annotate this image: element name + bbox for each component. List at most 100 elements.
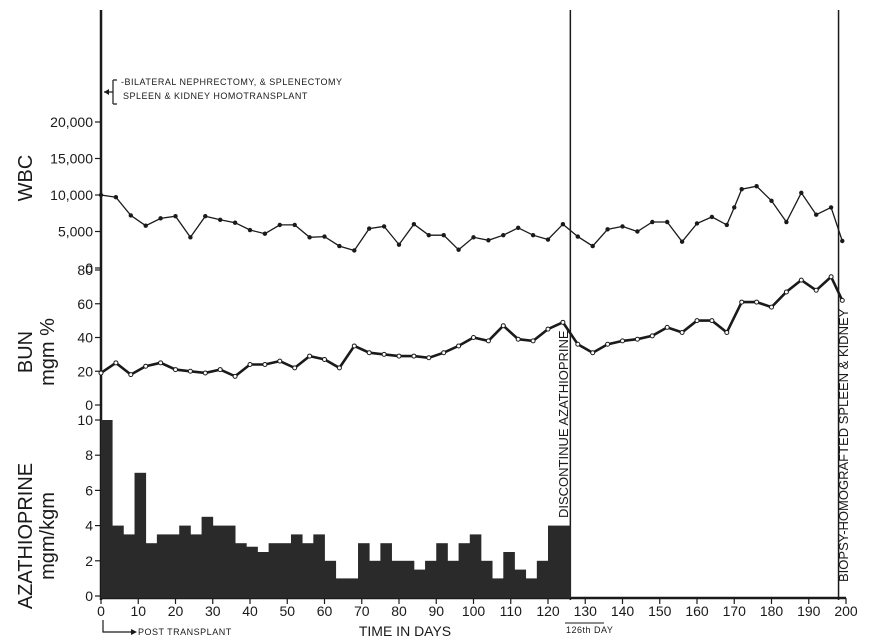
wbc-data-point — [679, 239, 685, 244]
aza-bar — [302, 543, 314, 598]
bun-data-point — [143, 363, 149, 369]
bun-data-point — [679, 329, 685, 335]
wbc-data-point — [814, 212, 819, 217]
bun-data-point — [351, 343, 357, 349]
bun-data-point — [605, 341, 611, 347]
wbc-data-point — [426, 232, 431, 238]
wbc-series-line — [100, 185, 843, 252]
aza-bar — [145, 543, 158, 598]
x-tick-label: 110 — [500, 603, 523, 619]
wbc-data-point — [262, 231, 268, 236]
aza-bar — [413, 569, 426, 598]
wbc-data-point — [828, 205, 834, 210]
bun-data-point — [158, 360, 164, 366]
wbc-data-point — [98, 192, 104, 198]
bun-data-point — [411, 353, 417, 359]
day126-label: 126th DAY — [566, 625, 613, 635]
aza-bar — [514, 569, 527, 598]
x-tick-label: 120 — [536, 603, 560, 619]
aza-bar — [201, 516, 214, 598]
aza-bar — [469, 534, 482, 598]
wbc-data-point — [322, 234, 327, 239]
bun-data-point — [441, 350, 447, 356]
aza-bar — [391, 560, 404, 598]
x-tick-label: 190 — [797, 603, 821, 619]
x-tick-label: 40 — [242, 603, 258, 619]
bun-data-point — [471, 335, 476, 340]
bun-data-point — [515, 336, 521, 342]
bun-data-point — [545, 326, 551, 332]
wbc-data-point — [352, 248, 357, 253]
aza-bar — [168, 534, 180, 598]
aza-bar — [313, 534, 325, 598]
aza-bar — [246, 546, 258, 598]
wbc-data-point — [143, 223, 148, 228]
post-transplant-arrow — [102, 620, 133, 633]
wbc-data-point — [724, 222, 729, 228]
wbc-data-point — [337, 243, 342, 249]
wbc-data-point — [247, 227, 253, 233]
chart-marks: 05,00010,00015,00020,0000204060800246810… — [50, 10, 858, 619]
wbc-data-point — [232, 220, 238, 225]
wbc-data-point — [516, 225, 521, 231]
x-tick-label: 150 — [648, 603, 672, 619]
wbc-data-point — [292, 222, 297, 228]
wbc-axis-title: WBC — [15, 155, 37, 202]
wbc-data-point — [307, 235, 312, 240]
wbc-data-point — [769, 198, 774, 204]
y-tick-label: 20 — [77, 363, 93, 379]
aza-bar — [190, 534, 202, 598]
y-tick-label: 60 — [77, 296, 93, 312]
aza-bar — [324, 560, 337, 598]
bun-data-point — [649, 333, 655, 339]
aza-bar — [402, 560, 415, 598]
aza-bar — [503, 552, 515, 598]
wbc-data-point — [739, 186, 744, 192]
x-tick-label: 50 — [279, 603, 295, 619]
y-tick-label: 0 — [85, 588, 93, 604]
y-tick-label: 40 — [77, 330, 93, 346]
bun-data-point — [839, 297, 845, 303]
aza-bar — [212, 525, 225, 598]
wbc-data-point — [840, 238, 845, 244]
post-transplant-arrowhead — [131, 629, 137, 635]
bun-data-point — [187, 368, 193, 374]
y-tick-label: 80 — [77, 262, 93, 278]
bun-data-point — [307, 353, 313, 359]
bun-axis-unit: mgm % — [37, 318, 59, 386]
bun-data-point — [456, 343, 462, 349]
y-tick-label: 10 — [77, 412, 93, 428]
aza-bar — [480, 560, 493, 598]
bun-data-point — [769, 304, 774, 310]
wbc-data-point — [530, 232, 536, 238]
bun-data-point — [739, 299, 745, 305]
aza-axis-title: AZATHIOPRINE — [15, 463, 37, 609]
y-tick-label: 5,000 — [58, 224, 93, 240]
bun-data-point — [202, 370, 208, 376]
bun-series-line — [100, 274, 844, 378]
aza-bar — [525, 578, 538, 598]
aza-bar — [112, 525, 124, 598]
aza-bar — [559, 525, 571, 598]
aza-bar — [156, 534, 169, 598]
y-tick-label: 4 — [85, 518, 93, 534]
bun-data-point — [560, 319, 566, 325]
bun-data-point — [813, 287, 819, 293]
bun-data-point — [754, 299, 760, 305]
bun-data-point — [128, 372, 134, 378]
aza-bar — [101, 420, 113, 598]
wbc-data-point — [650, 219, 655, 225]
biopsy-label: BIOPSY-HOMOGRAFTED SPLEEN & KIDNEY — [836, 308, 851, 582]
bun-data-point — [232, 373, 238, 379]
wbc-data-point — [188, 235, 193, 240]
aza-bar — [268, 543, 281, 598]
bun-data-point — [694, 318, 700, 324]
y-tick-label: 0 — [85, 260, 93, 276]
aza-bar — [458, 543, 471, 598]
aza-bar — [290, 534, 303, 598]
wbc-data-point — [732, 205, 737, 210]
aza-bar — [369, 560, 381, 598]
aza-bar — [380, 543, 392, 598]
note-bilateral-nephrectomy: -BILATERAL NEPHRECTOMY, & SPLENECTOMY — [121, 77, 343, 87]
bun-data-point — [590, 350, 596, 356]
